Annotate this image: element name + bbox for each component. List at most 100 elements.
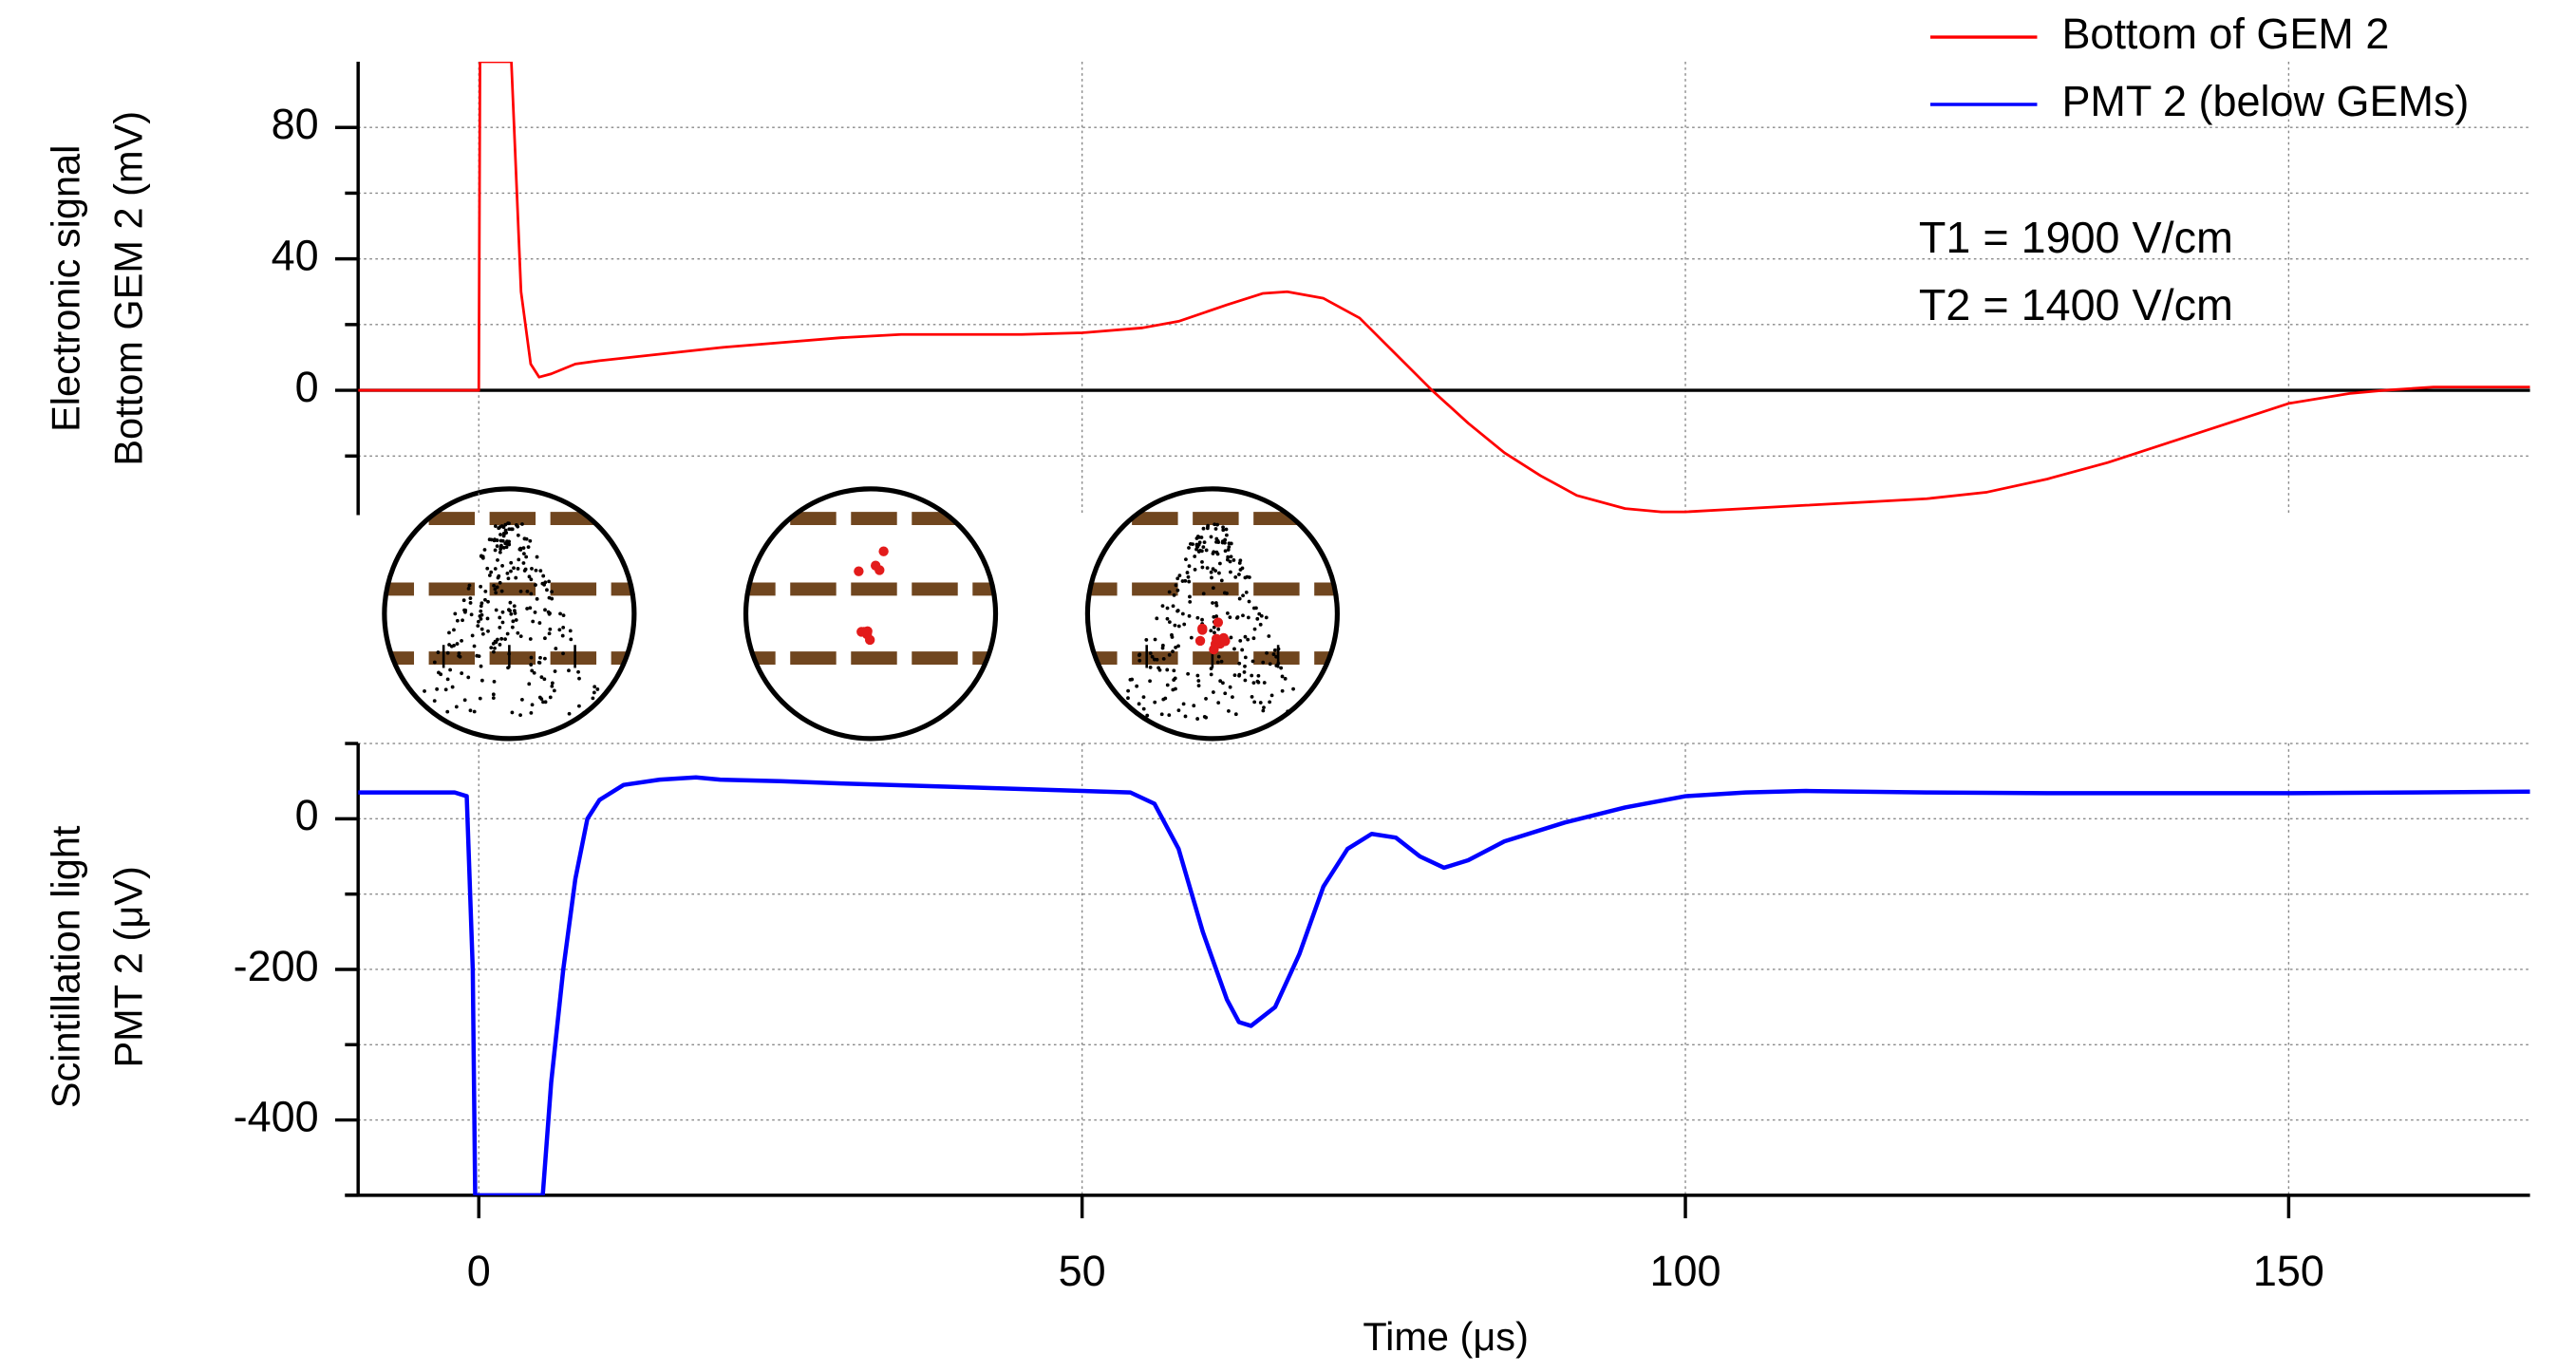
electron bbox=[1195, 673, 1200, 678]
y-tick-label: 40 bbox=[272, 232, 319, 280]
electron bbox=[1210, 575, 1213, 580]
electron bbox=[561, 613, 566, 618]
electron bbox=[453, 611, 458, 616]
electron bbox=[522, 569, 527, 573]
electron bbox=[550, 590, 555, 594]
electron bbox=[1215, 538, 1220, 543]
electron bbox=[517, 557, 521, 562]
electron bbox=[1218, 679, 1223, 684]
electron bbox=[1184, 557, 1188, 562]
electron bbox=[445, 677, 450, 682]
electron bbox=[1225, 557, 1230, 562]
electron bbox=[525, 589, 530, 593]
electron bbox=[1268, 662, 1272, 667]
electron bbox=[1241, 613, 1245, 618]
electron bbox=[479, 664, 483, 668]
electron bbox=[1161, 656, 1166, 661]
electron bbox=[1259, 613, 1264, 618]
electron bbox=[1170, 635, 1175, 639]
electron bbox=[1172, 592, 1176, 597]
electron bbox=[1229, 541, 1233, 546]
electron bbox=[577, 676, 581, 681]
electron bbox=[1167, 620, 1172, 625]
electron bbox=[1212, 550, 1216, 554]
electron bbox=[491, 649, 496, 654]
electron bbox=[1211, 586, 1215, 591]
electron bbox=[1175, 588, 1180, 592]
electron bbox=[468, 596, 473, 601]
electron bbox=[1256, 673, 1261, 678]
electron bbox=[510, 625, 515, 630]
electron bbox=[1187, 564, 1192, 569]
electron bbox=[461, 598, 466, 603]
electron bbox=[1157, 667, 1162, 672]
electron bbox=[498, 525, 502, 529]
electron bbox=[455, 642, 460, 646]
electron bbox=[532, 670, 536, 675]
electron bbox=[493, 537, 497, 542]
electron bbox=[1159, 712, 1164, 717]
electron bbox=[528, 606, 533, 611]
electron bbox=[1163, 696, 1168, 701]
electron bbox=[569, 637, 573, 642]
electron bbox=[1233, 712, 1238, 717]
x-tick-label: 100 bbox=[1650, 1247, 1721, 1295]
electron bbox=[1138, 652, 1142, 657]
electron bbox=[498, 533, 502, 536]
electron bbox=[498, 550, 502, 554]
electron bbox=[1135, 684, 1139, 688]
electron bbox=[1172, 668, 1176, 673]
electron bbox=[1209, 535, 1213, 539]
electron bbox=[1155, 616, 1159, 621]
electron bbox=[534, 568, 538, 573]
electron bbox=[494, 608, 498, 612]
electron bbox=[1243, 655, 1248, 660]
electron bbox=[1246, 637, 1250, 642]
inset-border bbox=[1084, 486, 1341, 742]
electron bbox=[1250, 695, 1254, 699]
y-tick-label: 0 bbox=[295, 363, 319, 411]
electron bbox=[512, 604, 517, 609]
electron bbox=[1267, 634, 1271, 638]
electron bbox=[547, 595, 552, 600]
electron bbox=[496, 575, 500, 580]
legend-label: PMT 2 (below GEMs) bbox=[2061, 77, 2469, 125]
electron bbox=[537, 695, 542, 700]
electron bbox=[487, 573, 492, 577]
electron bbox=[1211, 567, 1215, 572]
electron bbox=[479, 554, 483, 558]
electron bbox=[505, 571, 510, 575]
electron bbox=[517, 547, 522, 552]
electron bbox=[1258, 701, 1263, 705]
electron bbox=[1200, 560, 1204, 564]
electron bbox=[542, 677, 547, 682]
electron bbox=[1155, 657, 1159, 662]
electron bbox=[1254, 606, 1258, 611]
electron bbox=[1212, 614, 1216, 619]
electron bbox=[1262, 681, 1267, 685]
electron bbox=[529, 577, 534, 582]
electron bbox=[493, 567, 498, 571]
y-axis-label: Electronic signal bbox=[44, 145, 88, 432]
electron bbox=[500, 563, 504, 568]
electron bbox=[1209, 629, 1213, 633]
data-line bbox=[358, 62, 2530, 514]
electron bbox=[543, 608, 547, 612]
electron bbox=[457, 651, 461, 655]
electron bbox=[506, 608, 511, 612]
electron bbox=[498, 547, 503, 552]
electron bbox=[1174, 583, 1178, 588]
electron bbox=[486, 599, 490, 604]
electron bbox=[1243, 664, 1247, 668]
electron bbox=[1165, 667, 1170, 672]
electron bbox=[536, 660, 541, 665]
electron bbox=[525, 607, 530, 611]
electron bbox=[480, 631, 485, 636]
electron bbox=[435, 686, 440, 691]
electron bbox=[1226, 548, 1231, 552]
electron bbox=[527, 574, 532, 579]
electron bbox=[520, 522, 524, 526]
ion bbox=[1211, 633, 1222, 645]
electron bbox=[567, 711, 572, 716]
electron bbox=[1262, 705, 1266, 710]
